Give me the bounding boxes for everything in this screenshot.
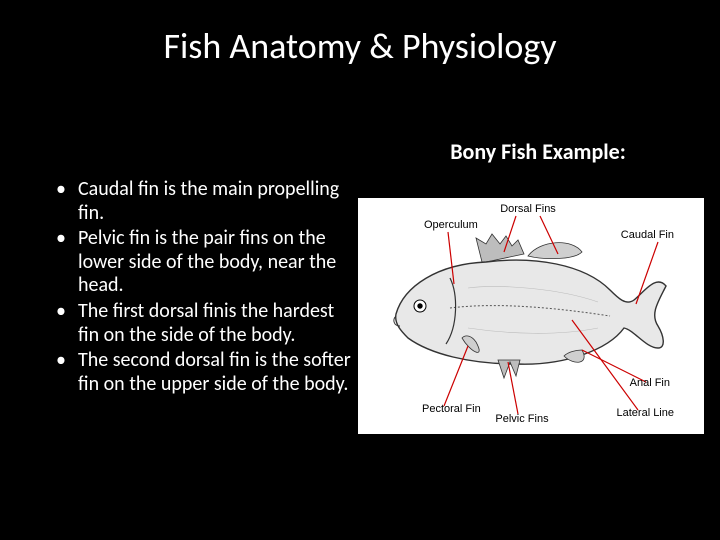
fish-diagram: Dorsal Fins Operculum Caudal Fin Pectoral F… — [358, 198, 704, 434]
diagram-label: Anal Fin — [630, 377, 670, 389]
bullet-item: Pelvic fin is the pair fins on the lower… — [54, 227, 354, 298]
fish-svg: Dorsal Fins Operculum Caudal Fin Pectoral F… — [358, 198, 704, 434]
diagram-label: Caudal Fin — [621, 229, 674, 241]
diagram-label: Lateral Line — [617, 407, 675, 419]
diagram-label: Pectoral Fin — [422, 403, 481, 415]
bullet-item: The second dorsal fin is the softer fin … — [54, 349, 354, 396]
diagram-label: Pelvic Fins — [495, 413, 549, 425]
slide-title: Fish Anatomy & Physiology — [0, 24, 720, 68]
bullet-list: Caudal fin is the main propelling fin.Pe… — [54, 178, 354, 398]
slide: Fish Anatomy & Physiology Bony Fish Exam… — [0, 0, 720, 540]
diagram-label: Operculum — [424, 219, 478, 231]
slide-subtitle: Bony Fish Example: — [388, 138, 688, 165]
diagram-label: Dorsal Fins — [500, 203, 556, 215]
bullet-item: Caudal fin is the main propelling fin. — [54, 178, 354, 225]
bullet-item: The first dorsal finis the hardest fin o… — [54, 300, 354, 347]
